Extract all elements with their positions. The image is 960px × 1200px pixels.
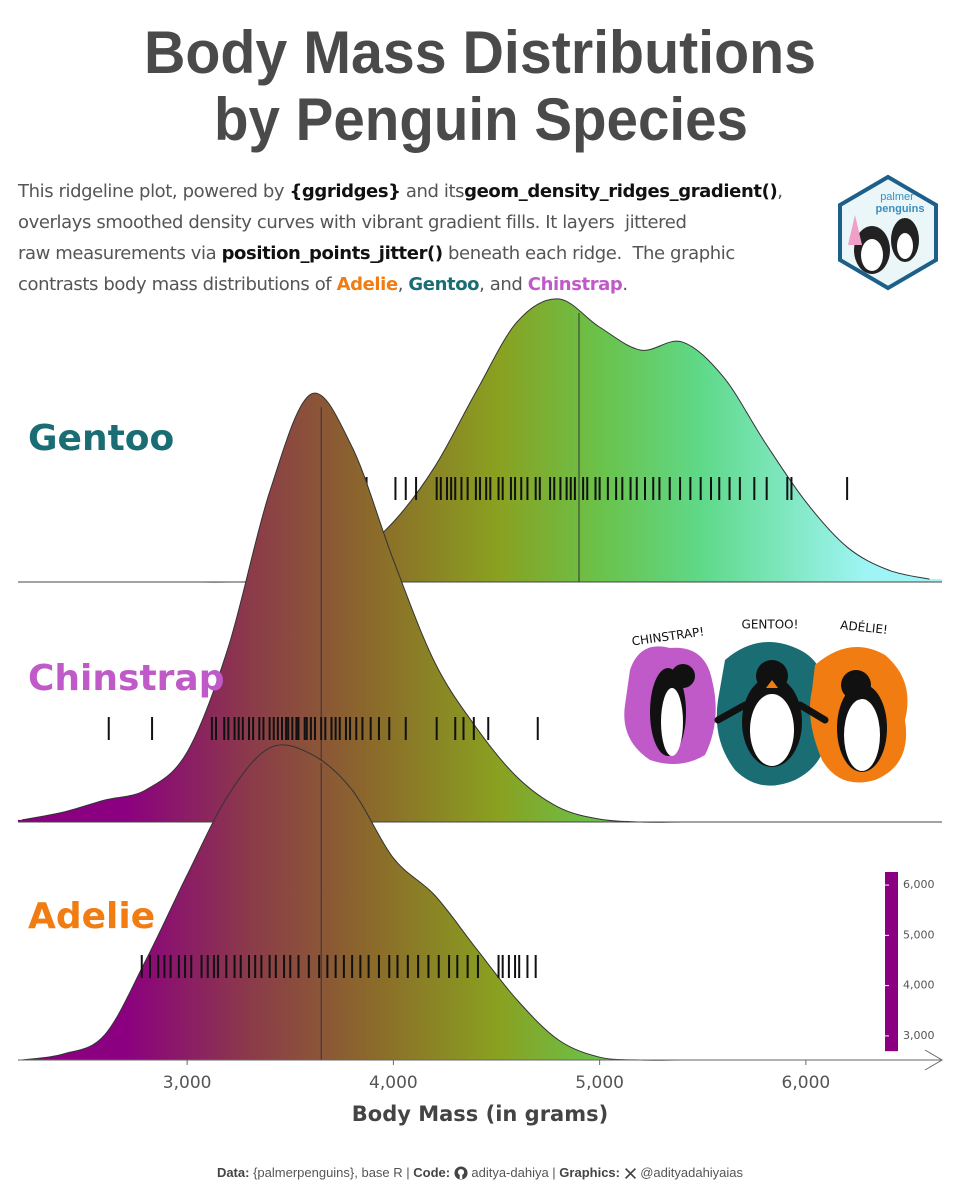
x-tick-label: 5,000 xyxy=(575,1073,624,1093)
ridge-fill xyxy=(18,298,942,583)
subtitle: This ridgeline plot, powered by {ggridge… xyxy=(18,176,783,300)
subtitle-text: and its xyxy=(400,181,465,202)
illustration-label: ADÉLIE! xyxy=(840,617,889,637)
ridge-fill xyxy=(18,393,942,823)
github-icon xyxy=(454,1166,468,1180)
colorbar-tick-label: 6,000 xyxy=(903,878,935,891)
footer-text: Data: xyxy=(216,1165,250,1180)
ridge-fill xyxy=(18,744,942,1061)
colorbar-tick-label: 4,000 xyxy=(903,979,935,992)
colorbar xyxy=(885,872,898,1052)
footer-text: {palmerpenguins}, base R | xyxy=(249,1165,414,1180)
subtitle-text: Gentoo xyxy=(408,274,480,295)
subtitle-text: geom_density_ridges_gradient() xyxy=(464,181,778,202)
series-label: Adelie xyxy=(28,896,155,937)
footer-text: @adityadahiyaias xyxy=(636,1165,744,1180)
x-axis-title: Body Mass (in grams) xyxy=(352,1102,608,1126)
subtitle-line: This ridgeline plot, powered by {ggridge… xyxy=(18,176,783,207)
subtitle-text: , xyxy=(777,181,783,202)
subtitle-text: raw measurements via xyxy=(18,243,222,264)
title-line: by Penguin Species xyxy=(214,86,748,153)
logo: palmer penguins xyxy=(838,174,938,291)
subtitle-text: overlays smoothed density curves with vi… xyxy=(18,212,687,233)
subtitle-text: position_points_jitter() xyxy=(221,243,444,264)
subtitle-line: contrasts body mass distributions of Ade… xyxy=(18,269,783,300)
subtitle-text: contrasts body mass distributions of xyxy=(18,274,337,295)
x-axis-arrow xyxy=(924,1049,943,1071)
illustration-label: CHINSTRAP! xyxy=(631,624,705,648)
subtitle-text: . xyxy=(622,274,628,295)
x-icon xyxy=(624,1168,636,1179)
footer-text: Graphics: xyxy=(559,1165,620,1180)
footer-text: Code: xyxy=(413,1165,451,1180)
logo-text: penguins xyxy=(876,203,925,215)
illustration-label: GENTOO! xyxy=(742,618,799,632)
subtitle-text: beneath each ridge. The graphic xyxy=(442,243,735,264)
logo-text: palmer xyxy=(880,191,914,203)
subtitle-text: This ridgeline plot, powered by xyxy=(18,181,290,202)
subtitle-text: {ggridges} xyxy=(289,181,401,202)
colorbar-tick-label: 3,000 xyxy=(903,1029,935,1042)
x-tick-label: 3,000 xyxy=(163,1073,212,1093)
series-label: Gentoo xyxy=(28,418,174,459)
subtitle-text: Adelie xyxy=(336,274,399,295)
subtitle-text: , and xyxy=(479,274,528,295)
subtitle-line: raw measurements via position_points_jit… xyxy=(18,238,783,269)
subtitle-line: overlays smoothed density curves with vi… xyxy=(18,207,783,238)
subtitle-text: , xyxy=(397,274,409,295)
series-label: Chinstrap xyxy=(28,658,224,699)
title-line: Body Mass Distributions xyxy=(144,19,816,86)
footer: Data: {palmerpenguins}, base R | Code: a… xyxy=(0,1165,960,1180)
footer-text: aditya-dahiya | xyxy=(467,1165,560,1180)
x-tick-label: 4,000 xyxy=(369,1073,418,1093)
colorbar-tick-label: 5,000 xyxy=(903,928,935,941)
subtitle-text: Chinstrap xyxy=(527,274,623,295)
ridges: Gentoo Chinstrap Adelie xyxy=(18,298,942,1061)
x-tick-label: 6,000 xyxy=(782,1073,831,1093)
illustration: CHINSTRAP! GENTOO! ADÉLIE! xyxy=(624,617,908,786)
